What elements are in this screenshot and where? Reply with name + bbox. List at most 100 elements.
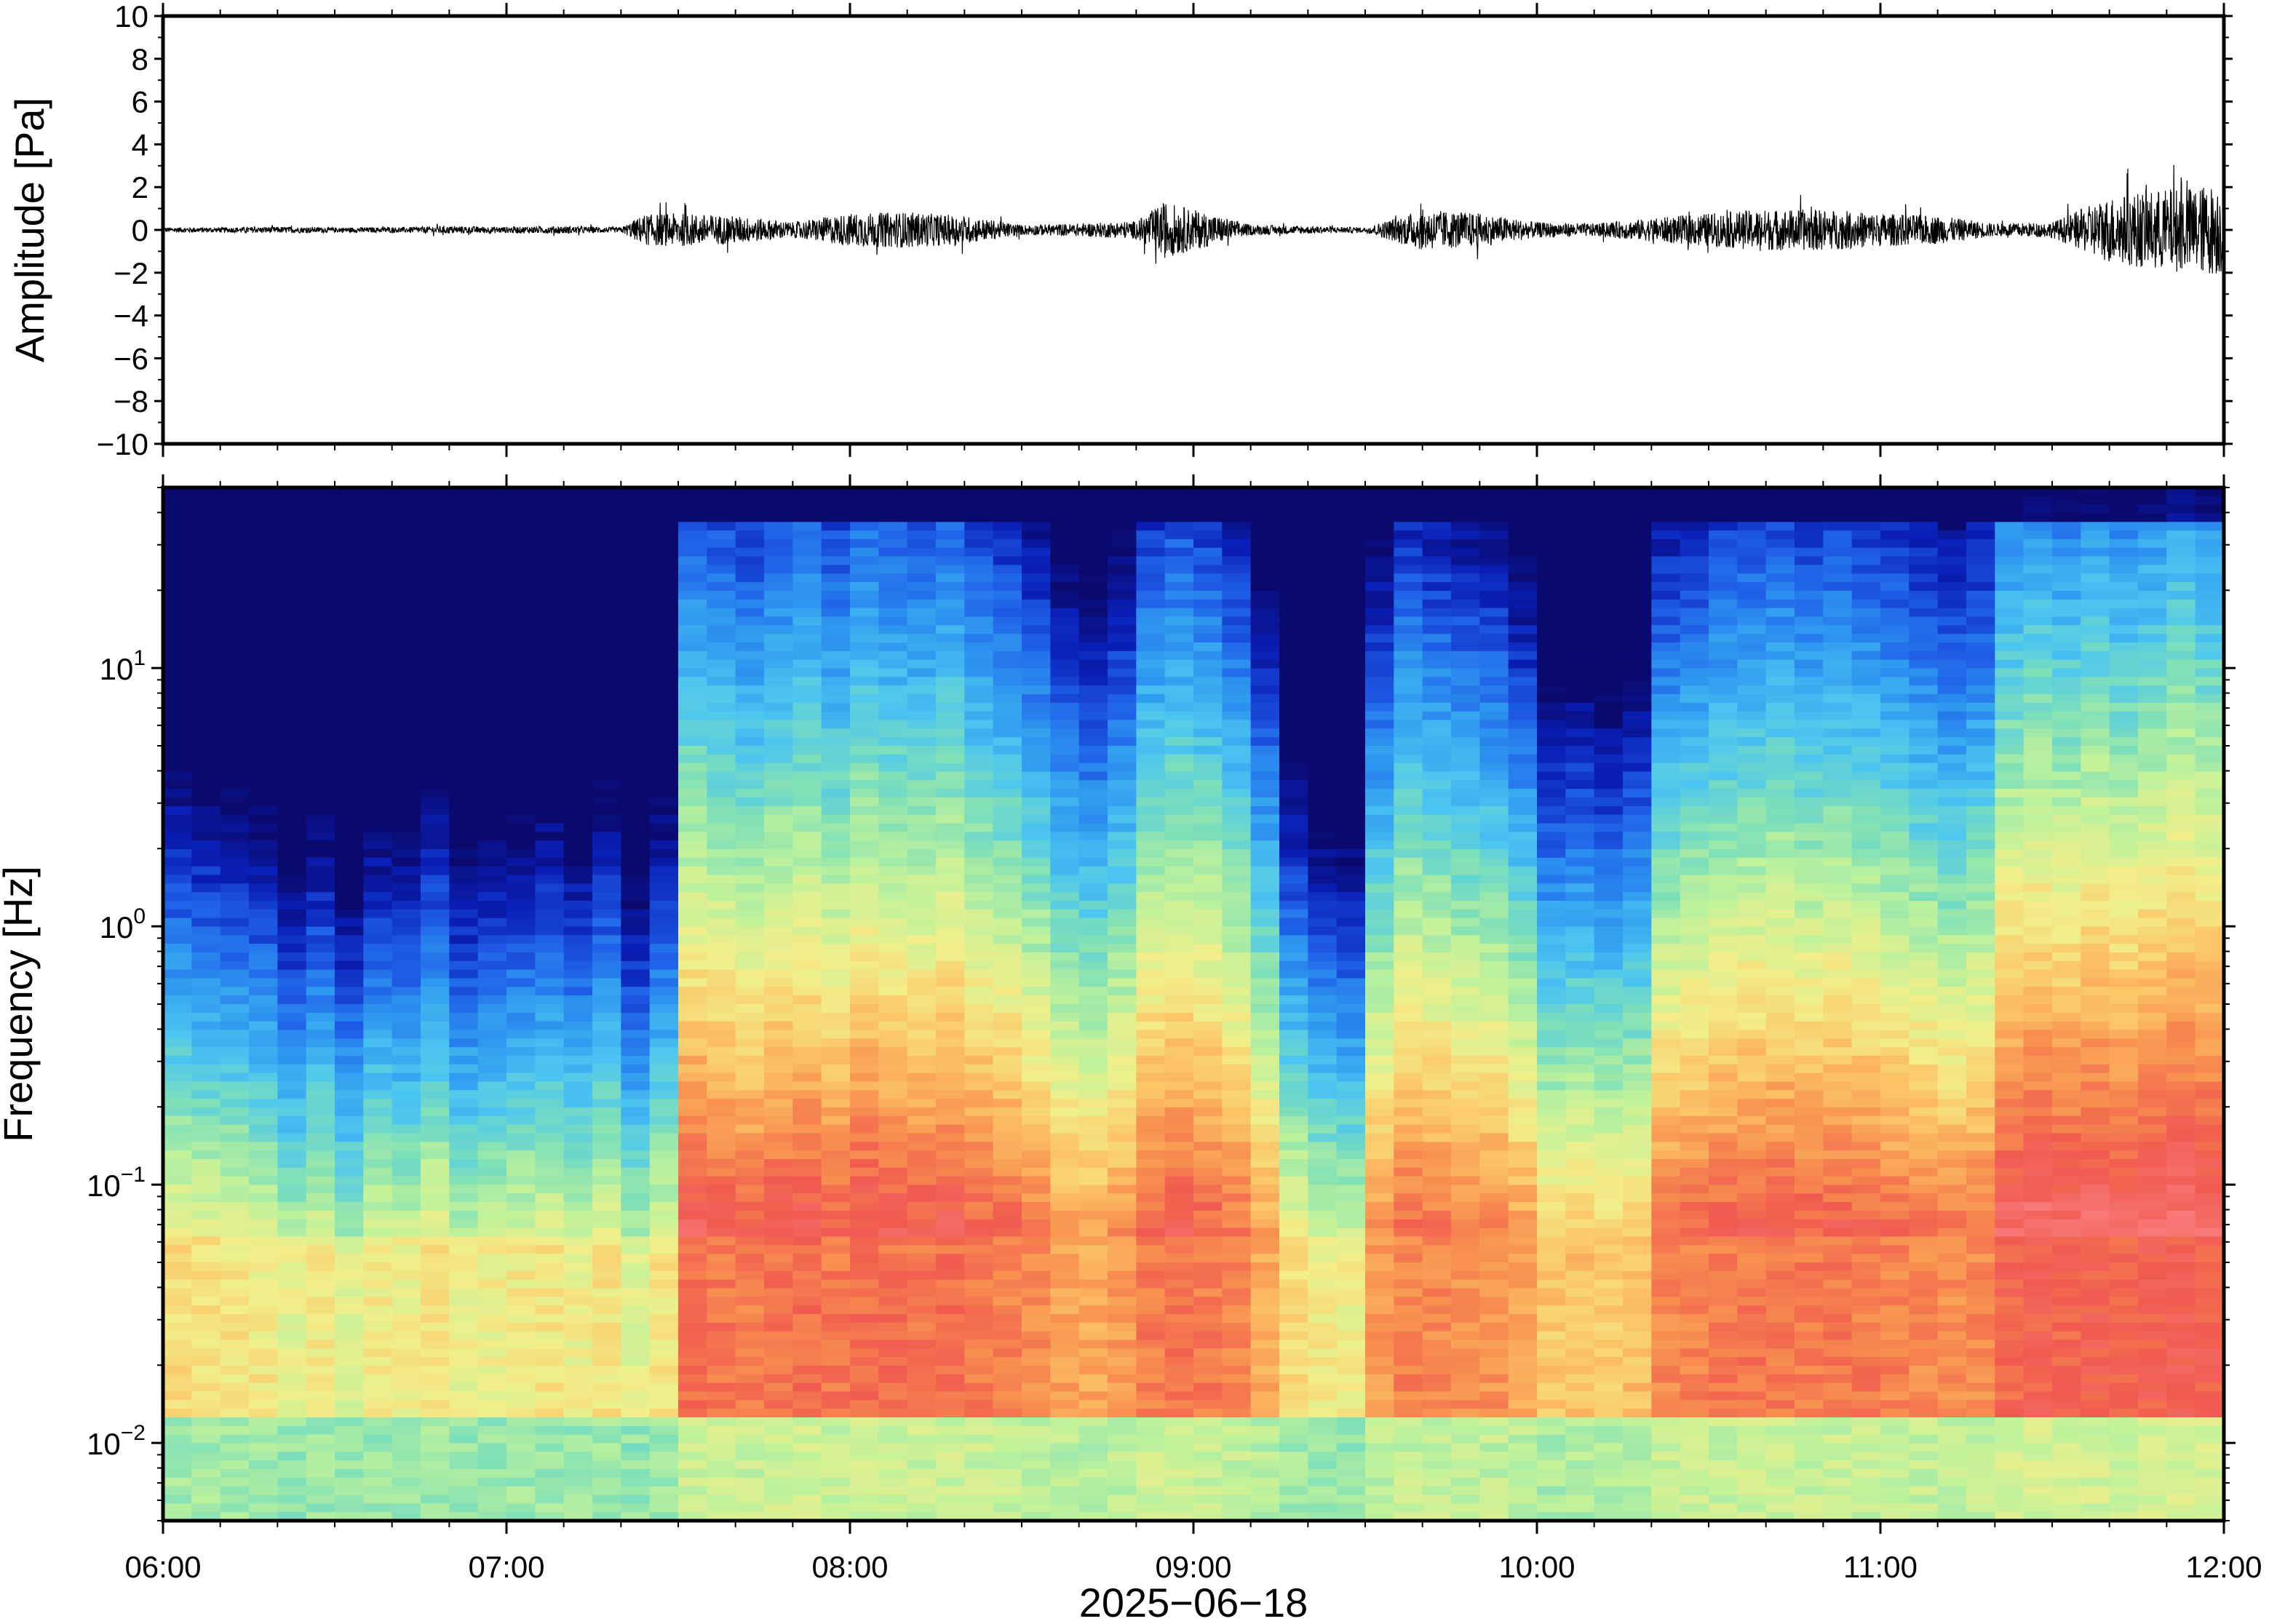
spectrogram-cell — [621, 1434, 651, 1444]
spectrogram-cell — [735, 797, 765, 807]
spectrogram-cell — [335, 805, 365, 816]
spectrogram-cell — [678, 1452, 708, 1461]
spectrogram-cell — [477, 901, 507, 910]
spectrogram-cell — [621, 1185, 651, 1195]
spectrogram-cell — [335, 1185, 365, 1195]
spectrogram-cell — [277, 780, 307, 789]
spectrogram-cell — [335, 685, 365, 695]
spectrogram-cell — [1164, 599, 1194, 609]
spectrogram-cell — [249, 1279, 279, 1289]
spectrogram-cell — [936, 1150, 966, 1160]
spectrogram-cell — [1279, 539, 1309, 549]
spectrogram-cell — [821, 565, 851, 575]
spectrogram-cell — [363, 1202, 393, 1211]
spectrogram-cell — [821, 504, 851, 514]
spectrogram-cell — [764, 926, 794, 936]
spectrogram-cell — [277, 883, 307, 893]
spectrogram-cell — [363, 677, 393, 686]
spectrogram-cell — [821, 892, 851, 901]
spectrogram-cell — [592, 1090, 622, 1099]
spectrogram-cell — [1279, 1417, 1309, 1427]
spectrogram-cell — [621, 1425, 651, 1436]
spectrogram-cell — [277, 728, 307, 738]
spectrogram-cell — [335, 539, 365, 549]
spectrogram-cell — [592, 857, 622, 867]
spectrogram-cell — [707, 685, 736, 695]
spectrogram-cell — [1222, 1167, 1252, 1177]
spectrogram-cell — [191, 1331, 221, 1341]
spectrogram-cell — [993, 616, 1022, 626]
spectrogram-cell — [1250, 849, 1280, 859]
spectrogram-cell — [220, 495, 250, 506]
spectrogram-cell — [649, 1288, 679, 1298]
spectrogram-cell — [1108, 530, 1137, 540]
spectrogram-cell — [506, 1400, 536, 1409]
spectrogram-cell — [1279, 1072, 1309, 1083]
spectrogram-cell — [649, 1270, 679, 1281]
spectrogram-cell — [392, 1374, 421, 1384]
spectrogram-cell — [363, 599, 393, 609]
spectrogram-cell — [449, 1236, 479, 1246]
spectrogram-cell — [964, 995, 994, 1005]
spectrogram-cell — [506, 625, 536, 634]
spectrogram-cell — [563, 814, 593, 824]
spectrogram-cell — [1164, 987, 1194, 996]
spectrogram-cell — [936, 591, 966, 600]
spectrogram-cell — [163, 1503, 193, 1513]
spectrogram-cell — [1279, 1219, 1309, 1229]
spectrogram-cell — [792, 1279, 822, 1289]
spectrogram-cell — [277, 1133, 307, 1143]
spectrogram-cell — [306, 1270, 335, 1281]
spectrogram-cell — [964, 1038, 994, 1048]
spectrogram-cell — [964, 1193, 994, 1203]
spectrogram-cell — [163, 1064, 193, 1074]
spectrogram-cell — [993, 1133, 1022, 1143]
spectrogram-cell — [993, 1115, 1022, 1126]
spectrogram-cell — [907, 1012, 937, 1022]
spectrogram-cell — [735, 694, 765, 704]
spectrogram-cell — [964, 1133, 994, 1143]
spectrogram-cell — [764, 694, 794, 704]
spectrogram-cell — [678, 573, 708, 583]
spectrogram-cell — [506, 754, 536, 764]
spectrogram-cell — [477, 1211, 507, 1220]
spectrogram-cell — [220, 1081, 250, 1091]
spectrogram-cell — [993, 1038, 1022, 1048]
spectrogram-cell — [163, 849, 193, 859]
spectrogram-cell — [1279, 1503, 1309, 1513]
spectrogram-cell — [1136, 1460, 1166, 1470]
spectrogram-cell — [1279, 1193, 1309, 1203]
spectrogram-cell — [220, 771, 250, 781]
spectrogram-cell — [335, 909, 365, 919]
spectrogram-cell — [993, 1322, 1022, 1332]
spectrogram-cell — [563, 1064, 593, 1074]
spectrogram-cell — [277, 737, 307, 747]
spectrogram-cell — [707, 814, 736, 824]
spectrogram-cell — [1050, 634, 1080, 643]
spectrogram-cell — [506, 1056, 536, 1065]
spectrogram-cell — [678, 1279, 708, 1289]
spectrogram-cell — [649, 866, 679, 876]
spectrogram-cell — [707, 1107, 736, 1117]
spectrogram-cell — [220, 978, 250, 988]
spectrogram-cell — [1136, 513, 1166, 523]
spectrogram-cell — [392, 1452, 421, 1461]
spectrogram-cell — [878, 1004, 908, 1014]
spectrogram-cell — [277, 1434, 307, 1444]
spectrogram-cell — [907, 1185, 937, 1195]
spectrogram-cell — [821, 1357, 851, 1366]
spectrogram-cell — [993, 1270, 1022, 1281]
spectrogram-cell — [1022, 1115, 1052, 1126]
spectrogram-cell — [392, 901, 421, 910]
spectrogram-cell — [449, 1142, 479, 1151]
spectrogram-cell — [392, 547, 421, 557]
spectrogram-cell — [335, 495, 365, 506]
spectrogram-cell — [1164, 573, 1194, 583]
spectrogram-cell — [821, 685, 851, 695]
spectrogram-cell — [249, 642, 279, 652]
spectrogram-cell — [735, 677, 765, 686]
spectrogram-cell — [1222, 832, 1252, 841]
spectrogram-cell — [477, 771, 507, 781]
waveform-y-tick-label: 8 — [132, 42, 148, 76]
spectrogram-cell — [621, 960, 651, 971]
